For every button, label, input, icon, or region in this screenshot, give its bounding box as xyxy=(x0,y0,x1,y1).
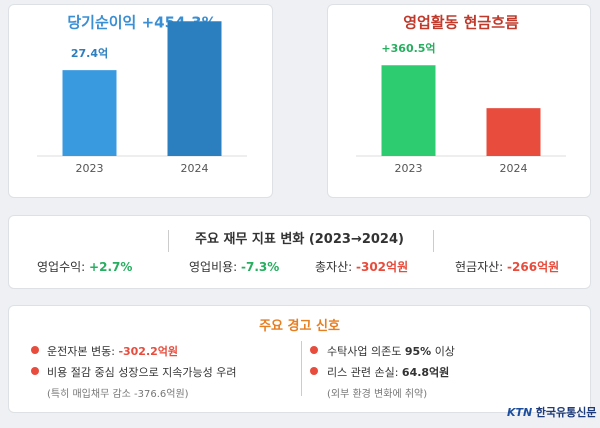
x-tick-label: 2024 xyxy=(500,162,528,175)
metric-label: 총자산: xyxy=(315,260,353,274)
brand: 한국유통신문 xyxy=(535,406,597,419)
logo: KTN xyxy=(507,406,533,419)
metrics-title: 주요 재무 지표 변화 (2023→2024) xyxy=(195,232,404,247)
warning: 리스 관련 손실: 64.8억원 xyxy=(327,364,449,380)
chart: 영업활동 현금흐름 2023 +360.5억 2024 xyxy=(356,14,566,175)
warning-value: 64.8억원 xyxy=(401,366,450,379)
warnings-title: 주요 경고 신호 xyxy=(259,319,340,334)
divider xyxy=(168,230,169,252)
bar xyxy=(381,65,436,156)
metric-label: 현금자산: xyxy=(455,260,504,274)
metric: 현금자산: -266억원 xyxy=(455,258,559,275)
warning-note: (외부 환경 변화에 취약) xyxy=(327,389,428,400)
bullet xyxy=(31,367,39,375)
bullet xyxy=(310,346,318,354)
metric: 총자산: -302억원 xyxy=(315,258,408,275)
warning-value: -302.2억원 xyxy=(118,345,179,358)
chart-title: 영업활동 현금흐름 xyxy=(403,14,519,32)
x-tick-label: 2023 xyxy=(76,162,104,175)
bar xyxy=(167,21,222,157)
footer: KTN 한국유통신문 xyxy=(507,404,596,420)
x-tick-label: 2024 xyxy=(181,162,209,175)
warning-suffix: 이상 xyxy=(434,345,455,358)
metric-label: 영업수익: xyxy=(37,260,86,274)
divider xyxy=(433,230,434,252)
metric: 영업수익: +2.7% xyxy=(37,258,132,275)
metric-value: +2.7% xyxy=(89,260,133,274)
warning-text: 리스 관련 손실: xyxy=(327,366,399,379)
warning: 수탁사업 의존도 95% 이상 xyxy=(327,343,455,359)
metric-value: -266억원 xyxy=(507,260,560,274)
bullet xyxy=(31,346,39,354)
bullet xyxy=(310,367,318,375)
warning-text: 비용 절감 중심 성장으로 지속가능성 우려 xyxy=(47,366,237,379)
chart-card: 당기순이익 +454.3% 2023 27.4억 2024 xyxy=(8,4,273,198)
value-label: +360.5억 xyxy=(381,42,435,55)
bar xyxy=(486,108,541,156)
warning-note: (특히 매입채무 감소 -376.6억원) xyxy=(47,389,189,400)
warning-text: 운전자본 변동: xyxy=(47,345,115,358)
metrics-card: 주요 재무 지표 변화 (2023→2024) 영업수익: +2.7% 영업비용:… xyxy=(8,215,591,289)
warning-text: 수탁사업 의존도 xyxy=(327,345,402,358)
value-label: 27.4억 xyxy=(71,47,108,60)
warnings-card: 주요 경고 신호 운전자본 변동: -302.2억원 비용 절감 중심 성장으로… xyxy=(8,305,591,413)
metric-value: -302억원 xyxy=(356,260,409,274)
x-tick-label: 2023 xyxy=(395,162,423,175)
metric-value: -7.3% xyxy=(241,260,280,274)
metric: 영업비용: -7.3% xyxy=(189,258,279,275)
bar xyxy=(62,70,117,156)
divider xyxy=(301,341,302,396)
warning: 운전자본 변동: -302.2억원 xyxy=(47,343,178,359)
chart-card: 영업활동 현금흐름 2023 +360.5억 2024 xyxy=(327,4,591,198)
warning-value: 95% xyxy=(404,345,432,358)
metric-label: 영업비용: xyxy=(189,260,238,274)
